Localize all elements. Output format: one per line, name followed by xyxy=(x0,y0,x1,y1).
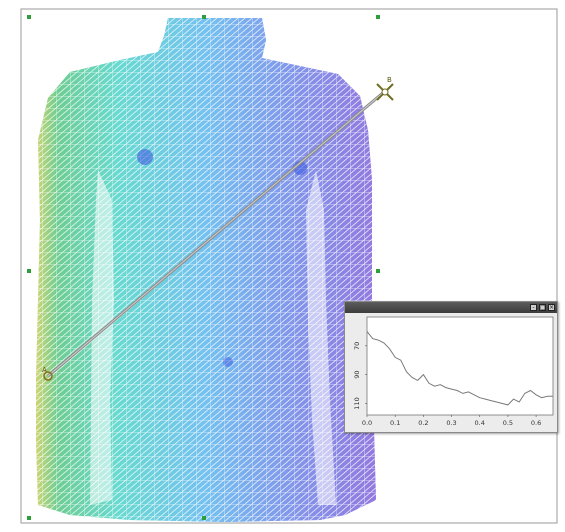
x-tick-label: 0.6 xyxy=(531,419,541,427)
x-tick-label: 0.5 xyxy=(503,419,513,427)
profile-chart: 70 90 110 0.0 0.1 0.2 0.3 0.4 0.5 0.6 xyxy=(345,313,557,432)
profile-plot-window[interactable]: - □ × 70 90 110 0.0 0.1 0.2 0.3 0.4 0.5 0.6 xyxy=(344,301,558,433)
left-nipple-mark xyxy=(137,149,153,165)
window-titlebar[interactable]: - □ × xyxy=(345,302,557,313)
corner-marker-tr xyxy=(376,15,380,19)
body-mesh xyxy=(36,18,376,522)
line-start-handle[interactable]: A xyxy=(42,366,53,381)
y-tick-label: 70 xyxy=(353,342,361,350)
corner-marker-tm xyxy=(202,15,206,19)
x-axis-ticks: 0.0 0.1 0.2 0.3 0.4 0.5 0.6 xyxy=(362,415,541,427)
corner-marker-bm xyxy=(202,516,206,520)
plot-area xyxy=(366,316,554,416)
corner-marker-tl xyxy=(27,15,31,19)
y-tick-label: 110 xyxy=(353,397,361,409)
navel-mark xyxy=(223,357,233,367)
line-start-label: A xyxy=(42,366,47,374)
x-tick-label: 0.4 xyxy=(475,419,485,427)
y-axis-ticks: 70 90 110 xyxy=(353,342,367,410)
profile-line-highlight xyxy=(47,91,385,377)
maximize-button[interactable]: □ xyxy=(539,304,546,311)
minimize-button[interactable]: - xyxy=(530,304,537,311)
y-tick-label: 90 xyxy=(353,371,361,379)
corner-marker-bl xyxy=(27,516,31,520)
x-tick-label: 0.1 xyxy=(390,419,400,427)
corner-marker-mr xyxy=(376,269,380,273)
x-tick-label: 0.3 xyxy=(446,419,456,427)
line-end-handle[interactable]: B xyxy=(376,76,394,101)
x-tick-label: 0.2 xyxy=(418,419,428,427)
x-tick-label: 0.0 xyxy=(362,419,372,427)
profile-line-tool[interactable]: A B xyxy=(42,76,394,381)
series-line-profile xyxy=(366,331,553,406)
line-end-label: B xyxy=(387,76,392,84)
close-button[interactable]: × xyxy=(548,304,555,311)
corner-marker-ml xyxy=(27,269,31,273)
